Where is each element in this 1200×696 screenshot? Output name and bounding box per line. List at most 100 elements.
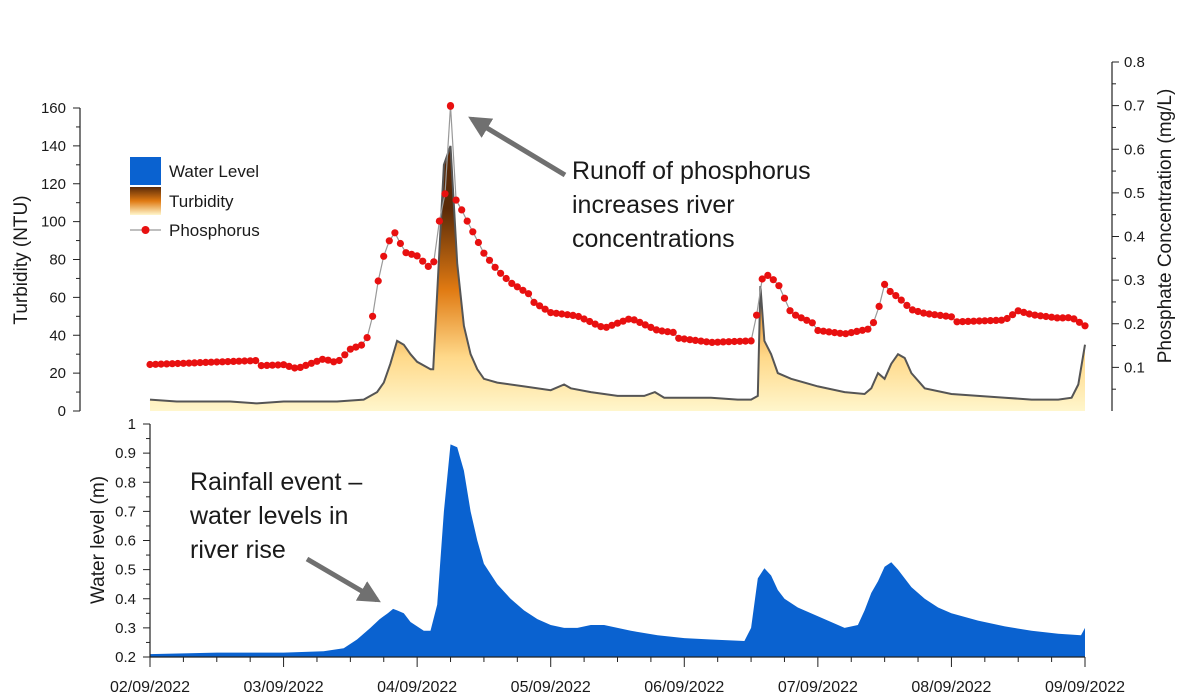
phosphorus-point: [1064, 314, 1072, 322]
phosphorus-point: [1042, 312, 1050, 321]
water-level-series: [150, 444, 1085, 657]
axis-ticks: 0 20 40 60 80 100 120 140 160 0.1 0.2 0.3 0.4 0.5 0.6 0…: [41, 54, 1145, 696]
phosphorus-point: [335, 356, 343, 365]
right-tick-label: 0.6: [1124, 141, 1145, 158]
phosphorus-point: [530, 298, 538, 306]
phosphorus-point: [246, 357, 254, 365]
phosphorus-point: [825, 328, 833, 336]
phosphorus-point: [808, 319, 816, 327]
rainfall-line-1: Rainfall event –: [190, 468, 362, 496]
phosphorus-point: [1020, 308, 1028, 316]
left-tick-label: 100: [41, 214, 66, 231]
bottom-left-tick-label: 0.2: [115, 649, 136, 666]
legend-turbidity-label: Turbidity: [169, 192, 234, 211]
phosphorus-point: [280, 361, 288, 369]
phosphorus-point: [480, 249, 488, 257]
phosphorus-point: [864, 325, 872, 333]
rainfall-line-2: water levels in: [189, 502, 348, 530]
phosphorus-point: [513, 283, 521, 291]
phosphorus-point: [975, 317, 983, 325]
bottom-left-tick-label: 0.5: [115, 562, 136, 579]
phosphorus-point: [502, 274, 510, 283]
phosphorus-point: [357, 341, 366, 349]
phosphorus-point: [652, 326, 661, 334]
phosphorus-point: [914, 307, 922, 316]
phosphorus-point: [296, 363, 304, 371]
phosphorus-point: [853, 327, 861, 335]
phosphorus-point: [552, 309, 560, 317]
turbidity-series: [149, 145, 1086, 411]
phosphorus-point: [1009, 311, 1017, 319]
turbidity-line: [149, 145, 1086, 405]
legend-turbidity-swatch: [130, 187, 161, 215]
phosphorus-point: [346, 345, 354, 353]
left-tick-label: 80: [49, 252, 66, 269]
phosphorus-point: [218, 358, 226, 366]
phosphorus-point: [163, 360, 171, 368]
phosphorus-point: [435, 217, 443, 225]
phosphorus-point: [291, 364, 299, 372]
phosphorus-point: [831, 329, 839, 337]
phosphorus-point: [374, 277, 382, 285]
phosphorus-point: [157, 360, 165, 368]
phosphorus-point: [869, 319, 878, 327]
phosphorus-point: [730, 337, 739, 346]
right-tick-label: 0.5: [1124, 185, 1145, 202]
runoff-arrow: [468, 116, 567, 178]
left-tick-label: 60: [49, 289, 66, 306]
phosphorus-point: [1003, 314, 1011, 323]
phosphorus-point: [580, 315, 588, 323]
left-tick-label: 0: [58, 403, 66, 420]
phosphorus-point: [736, 337, 744, 345]
phosphorus-point: [302, 361, 310, 369]
phosphorus-point: [959, 318, 967, 326]
x-tick-label: 05/09/2022: [511, 679, 591, 696]
phosphorus-point: [497, 269, 505, 277]
phosphorus-point: [697, 337, 705, 345]
left-tick-label: 20: [49, 365, 66, 382]
phosphorus-point: [925, 310, 933, 318]
phosphorus-point: [847, 329, 855, 337]
phosphorus-point: [908, 306, 917, 314]
phosphorus-point: [625, 315, 633, 323]
phosphorus-point: [408, 250, 416, 258]
phosphorus-point: [819, 327, 828, 335]
legend-water-label: Water Level: [169, 162, 259, 181]
phosphorus-point: [452, 196, 460, 204]
phosphorus-point: [202, 358, 210, 366]
phosphorus-point: [636, 318, 644, 326]
rainfall-line-3: river rise: [190, 536, 286, 564]
phosphorus-point: [563, 311, 572, 319]
phosphorus-point: [1048, 313, 1056, 321]
phosphorus-point: [519, 286, 527, 294]
phosphorus-point: [380, 252, 388, 260]
phosphorus-point: [313, 357, 321, 365]
phosphorus-point: [196, 359, 204, 367]
x-tick-label: 07/09/2022: [778, 679, 858, 696]
phosphorus-point: [586, 317, 594, 326]
phosphorus-point: [647, 323, 655, 331]
x-tick-label: 08/09/2022: [911, 679, 991, 696]
phosphorus-point: [947, 313, 956, 321]
phosphorus-point: [541, 305, 549, 313]
phosphorus-point: [168, 360, 176, 368]
phosphorus-point: [179, 359, 187, 367]
bottom-left-tick-label: 0.8: [115, 474, 136, 491]
left-axis-title: Turbidity (NTU): [11, 195, 32, 324]
phosphorus-point: [641, 321, 649, 329]
phosphorus-point: [547, 309, 555, 317]
phosphorus-point: [786, 307, 794, 315]
phosphorus-point: [1059, 314, 1067, 322]
phosphorus-point: [536, 302, 544, 310]
phosphorus-point: [842, 330, 850, 338]
phosphorus-point: [997, 316, 1006, 324]
phosphorus-point: [229, 357, 238, 365]
phosphorus-point: [1070, 315, 1078, 323]
bottom-left-tick-label: 0.3: [115, 620, 136, 637]
x-tick-label: 06/09/2022: [644, 679, 724, 696]
phosphorus-point: [892, 292, 900, 300]
phosphorus-point: [224, 358, 232, 366]
phosphorus-point: [797, 314, 805, 322]
phosphorus-point: [463, 217, 471, 225]
right-axis-title: Phosphate Concentration (mg/L): [1155, 89, 1176, 364]
